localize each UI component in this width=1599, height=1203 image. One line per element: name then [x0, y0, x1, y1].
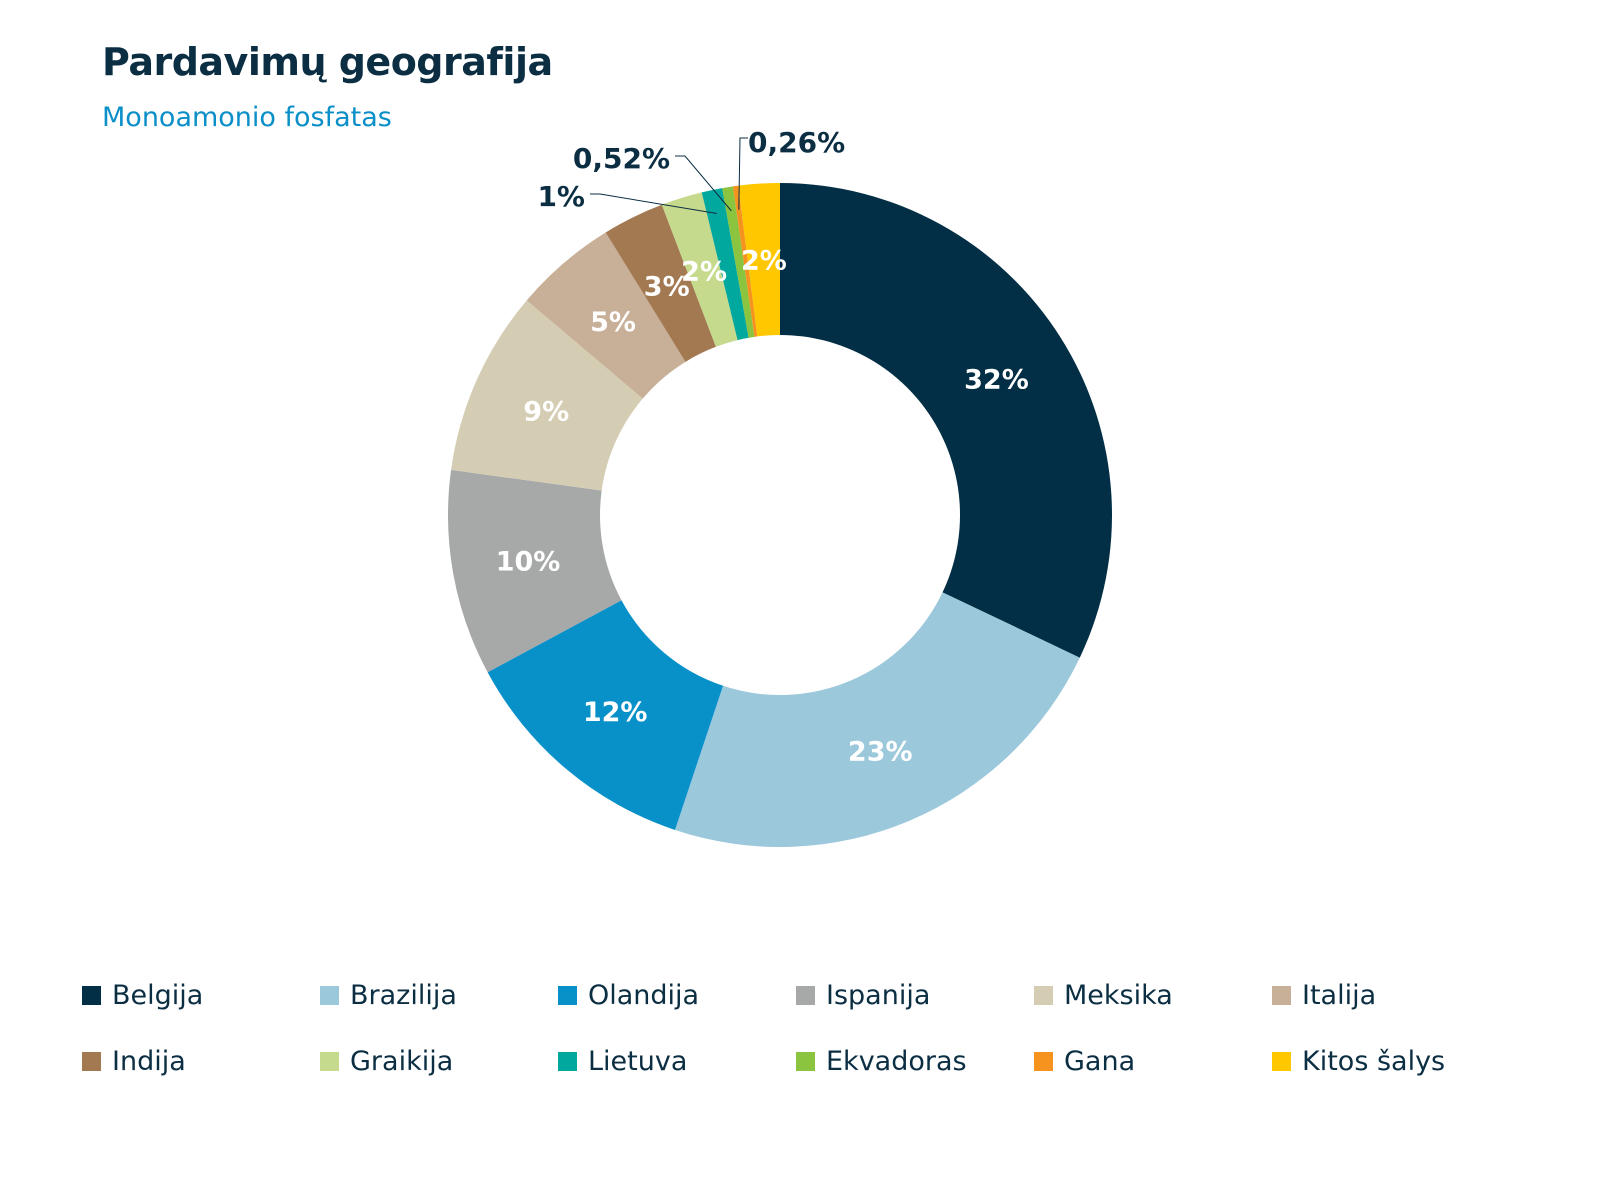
slice-ekvadoras [722, 186, 755, 338]
legend-item-kitos-salys: Kitos šalys [1272, 1045, 1510, 1077]
legend-label: Italija [1302, 979, 1377, 1011]
legend-item-italija: Italija [1272, 979, 1510, 1011]
data-label-gana: 0,26% [748, 126, 845, 159]
slice-olandija [487, 600, 724, 830]
legend-swatch [82, 985, 101, 1005]
legend-swatch [558, 1051, 577, 1071]
data-label-ekvadoras: 0,52% [573, 142, 670, 175]
data-label-meksika: 9% [523, 397, 569, 428]
data-label-belgija: 32% [964, 364, 1029, 395]
slice-graikija [661, 192, 738, 347]
legend-swatch [320, 1051, 339, 1071]
legend-swatch [796, 1051, 815, 1071]
legend-swatch [1272, 985, 1291, 1005]
slice-brazilija [675, 592, 1080, 847]
legend-item-olandija: Olandija [558, 979, 796, 1011]
legend-item-meksika: Meksika [1034, 979, 1272, 1011]
data-label-graikija: 2% [681, 257, 727, 288]
legend-swatch [558, 985, 577, 1005]
slice-meksika [451, 300, 643, 491]
legend-swatch [320, 985, 339, 1005]
legend-item-brazilija: Brazilija [320, 979, 558, 1011]
legend-label: Graikija [350, 1045, 454, 1077]
slice-italija [526, 232, 686, 399]
chart-title: Pardavimų geografija [102, 40, 553, 84]
data-label-indija: 3% [644, 271, 690, 302]
legend-item-lietuva: Lietuva [558, 1045, 796, 1077]
legend-item-graikija: Graikija [320, 1045, 558, 1077]
data-label-olandija: 12% [583, 697, 648, 728]
legend-label: Ekvadoras [826, 1045, 967, 1077]
legend-label: Kitos šalys [1302, 1045, 1446, 1077]
data-label-brazilija: 23% [848, 737, 913, 768]
legend-label: Brazilija [350, 979, 457, 1011]
legend-swatch [1034, 985, 1053, 1005]
legend-label: Olandija [588, 979, 700, 1011]
legend-label: Ispanija [826, 979, 931, 1011]
donut-chart: 32%23%12%10%9%5%3%2%1%0,52% 0,26%2% [448, 126, 1112, 847]
leader-line-lietuva [590, 193, 717, 215]
chart-subtitle: Monoamonio fosfatas [102, 102, 392, 133]
slice-indija [605, 204, 716, 362]
leader-line-ekvadoras [675, 155, 732, 212]
slice-belgija [780, 183, 1112, 658]
chart-legend: Belgija Brazilija Olandija Ispanija Meksika I… [82, 979, 1542, 1077]
legend-swatch [1272, 1051, 1291, 1071]
slice-lietuva [701, 188, 749, 341]
data-label-kitos-salys: 2% [741, 246, 787, 277]
legend-label: Belgija [112, 979, 204, 1011]
legend-label: Meksika [1064, 979, 1173, 1011]
data-label-italija: 5% [590, 307, 636, 338]
legend-item-belgija: Belgija [82, 979, 320, 1011]
legend-swatch [82, 1051, 101, 1071]
legend-item-gana: Gana [1034, 1045, 1272, 1077]
slice-ispanija [448, 469, 622, 673]
data-label-lietuva: 1% [537, 180, 585, 213]
slice-kitos-salys [738, 183, 780, 337]
legend-swatch [1034, 1051, 1053, 1071]
legend-label: Gana [1064, 1045, 1136, 1077]
legend-item-indija: Indija [82, 1045, 320, 1077]
legend-item-ispanija: Ispanija [796, 979, 1034, 1011]
slice-gana [732, 185, 758, 337]
legend-label: Indija [112, 1045, 186, 1077]
legend-label: Lietuva [588, 1045, 688, 1077]
leader-line-gana [738, 137, 748, 210]
data-label-ispanija: 10% [496, 546, 561, 577]
legend-item-ekvadoras: Ekvadoras [796, 1045, 1034, 1077]
legend-swatch [796, 985, 815, 1005]
